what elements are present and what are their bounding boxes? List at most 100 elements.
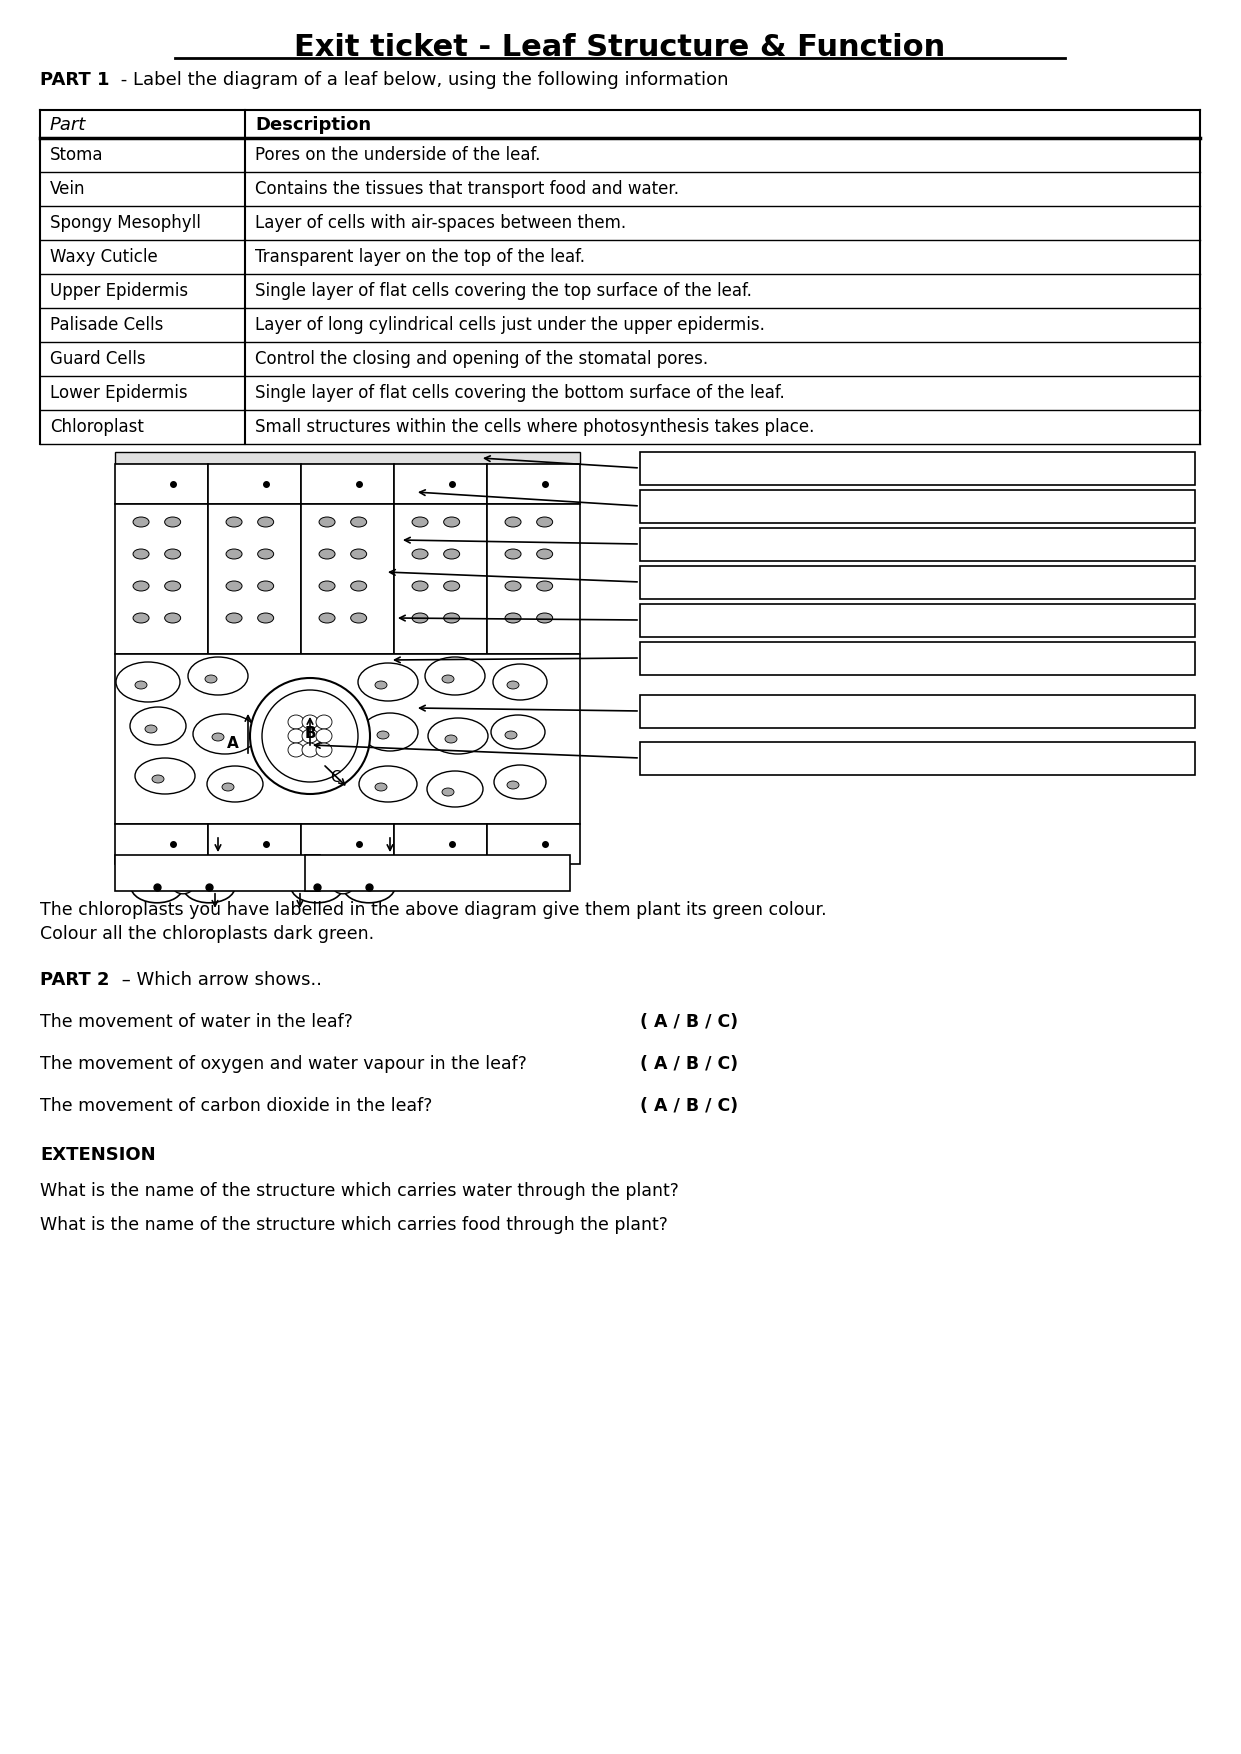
Ellipse shape — [258, 612, 274, 623]
Text: Single layer of flat cells covering the bottom surface of the leaf.: Single layer of flat cells covering the … — [254, 384, 784, 402]
Ellipse shape — [536, 517, 552, 526]
Ellipse shape — [508, 781, 519, 789]
Text: Stoma: Stoma — [50, 146, 103, 165]
Bar — [640, 528, 1195, 561]
Text: Exit ticket - Leaf Structure & Function: Exit ticket - Leaf Structure & Function — [294, 33, 946, 63]
Text: PART 2: PART 2 — [40, 972, 109, 989]
Bar — [640, 453, 1195, 486]
Ellipse shape — [319, 517, 335, 526]
Text: – Which arrow shows..: – Which arrow shows.. — [115, 972, 321, 989]
Ellipse shape — [226, 581, 242, 591]
Ellipse shape — [302, 730, 318, 744]
Ellipse shape — [115, 661, 180, 702]
Text: The movement of carbon dioxide in the leaf?: The movement of carbon dioxide in the le… — [40, 1096, 432, 1116]
Text: The movement of water in the leaf?: The movement of water in the leaf? — [40, 1014, 352, 1031]
Ellipse shape — [412, 517, 428, 526]
Ellipse shape — [428, 717, 488, 754]
Text: Control the closing and opening of the stomatal pores.: Control the closing and opening of the s… — [254, 351, 709, 368]
Text: Small structures within the cells where photosynthesis takes place.: Small structures within the cells where … — [254, 417, 814, 437]
Bar — [302, 503, 393, 654]
Ellipse shape — [135, 758, 195, 795]
Ellipse shape — [446, 735, 457, 744]
Ellipse shape — [145, 724, 158, 733]
Ellipse shape — [351, 517, 366, 526]
Ellipse shape — [151, 775, 164, 782]
Ellipse shape — [412, 581, 428, 591]
Text: PART 1: PART 1 — [40, 70, 109, 89]
Text: Vein: Vein — [50, 181, 86, 198]
Bar — [115, 654, 580, 824]
Ellipse shape — [343, 870, 395, 903]
Text: A: A — [227, 737, 238, 751]
Text: Single layer of flat cells covering the top surface of the leaf.: Single layer of flat cells covering the … — [254, 282, 752, 300]
Text: Spongy Mesophyll: Spongy Mesophyll — [50, 214, 201, 232]
Ellipse shape — [226, 517, 242, 526]
Ellipse shape — [351, 612, 366, 623]
Text: The movement of oxygen and water vapour in the leaf?: The movement of oxygen and water vapour … — [40, 1054, 527, 1073]
Ellipse shape — [290, 870, 343, 903]
Bar — [302, 824, 393, 865]
Ellipse shape — [194, 714, 257, 754]
Ellipse shape — [165, 581, 181, 591]
Ellipse shape — [444, 517, 459, 526]
Text: Transparent layer on the top of the leaf.: Transparent layer on the top of the leaf… — [254, 247, 585, 267]
Ellipse shape — [135, 681, 146, 689]
Ellipse shape — [375, 681, 387, 689]
Ellipse shape — [258, 517, 274, 526]
Text: C: C — [330, 770, 340, 786]
Bar — [640, 567, 1195, 600]
Text: Upper Epidermis: Upper Epidermis — [50, 282, 189, 300]
Bar — [640, 603, 1195, 637]
Bar — [305, 854, 570, 891]
Text: Layer of cells with air-spaces between them.: Layer of cells with air-spaces between t… — [254, 214, 627, 232]
Ellipse shape — [249, 679, 370, 795]
Text: What is the name of the structure which carries food through the plant?: What is the name of the structure which … — [40, 1216, 668, 1235]
Ellipse shape — [165, 612, 181, 623]
Ellipse shape — [424, 658, 485, 695]
Ellipse shape — [226, 612, 242, 623]
Ellipse shape — [205, 675, 217, 682]
Bar — [393, 824, 486, 865]
Ellipse shape — [133, 612, 149, 623]
Ellipse shape — [505, 581, 521, 591]
Ellipse shape — [172, 881, 194, 895]
Bar — [302, 465, 393, 503]
Bar — [393, 465, 486, 503]
Ellipse shape — [375, 782, 387, 791]
Text: ( A / B / C): ( A / B / C) — [640, 1014, 738, 1031]
Ellipse shape — [133, 581, 149, 591]
Ellipse shape — [412, 549, 428, 560]
Ellipse shape — [412, 612, 428, 623]
Ellipse shape — [427, 772, 483, 807]
Ellipse shape — [351, 581, 366, 591]
Ellipse shape — [444, 612, 459, 623]
Text: Colour all the chloroplasts dark green.: Colour all the chloroplasts dark green. — [40, 924, 374, 944]
Ellipse shape — [442, 788, 454, 796]
Bar — [640, 489, 1195, 523]
Ellipse shape — [288, 716, 304, 730]
Ellipse shape — [226, 549, 242, 560]
Text: Waxy Cuticle: Waxy Cuticle — [50, 247, 158, 267]
Bar — [208, 503, 302, 654]
Ellipse shape — [207, 766, 263, 802]
Ellipse shape — [222, 782, 235, 791]
Ellipse shape — [333, 881, 352, 895]
Ellipse shape — [316, 730, 333, 744]
Ellipse shape — [505, 731, 517, 738]
Ellipse shape — [505, 549, 521, 560]
Bar — [115, 503, 208, 654]
Text: Description: Description — [254, 116, 371, 133]
Text: Contains the tissues that transport food and water.: Contains the tissues that transport food… — [254, 181, 679, 198]
Ellipse shape — [212, 733, 223, 740]
Ellipse shape — [316, 744, 333, 758]
Ellipse shape — [319, 612, 335, 623]
Text: Lower Epidermis: Lower Epidermis — [50, 384, 187, 402]
Text: EXTENSION: EXTENSION — [40, 1145, 155, 1165]
Ellipse shape — [133, 517, 149, 526]
Bar — [208, 824, 302, 865]
Ellipse shape — [377, 731, 388, 738]
Bar — [640, 742, 1195, 775]
Bar — [640, 642, 1195, 675]
Bar — [486, 465, 580, 503]
Text: Palisade Cells: Palisade Cells — [50, 316, 164, 333]
